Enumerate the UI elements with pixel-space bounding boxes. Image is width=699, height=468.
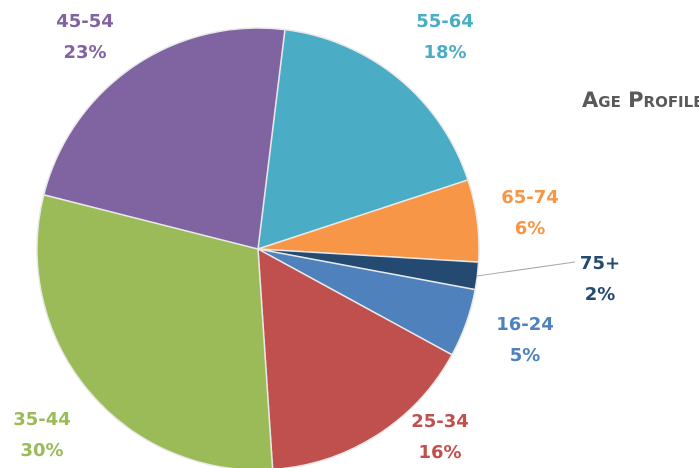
pie-slice — [36, 193, 274, 468]
pie-slice — [257, 28, 469, 251]
slice-category-label: 75+ — [580, 253, 620, 274]
slice-value-label: 23% — [63, 42, 106, 63]
slice-value-label: 6% — [515, 218, 546, 239]
slice-value-label: 30% — [20, 440, 63, 461]
slice-value-label: 5% — [510, 345, 541, 366]
slice-category-label: 16-24 — [496, 314, 554, 335]
pie-slice — [42, 27, 286, 250]
slice-category-label: 35-44 — [13, 409, 71, 430]
slice-category-label: 45-54 — [56, 11, 114, 32]
slice-category-label: 55-64 — [416, 11, 474, 32]
chart-title: Age Profile — [582, 88, 699, 112]
slice-category-label: 65-74 — [501, 187, 559, 208]
slice-value-label: 2% — [585, 284, 616, 305]
slice-value-label: 16% — [418, 442, 461, 463]
pie-slice — [257, 247, 454, 468]
slice-category-label: 25-34 — [411, 411, 469, 432]
leader-line — [477, 261, 576, 277]
slice-value-label: 18% — [423, 42, 466, 63]
